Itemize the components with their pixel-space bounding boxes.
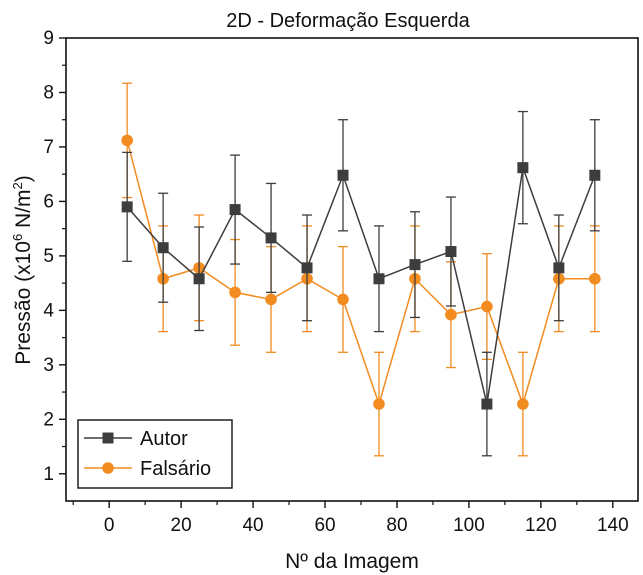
data-point xyxy=(589,169,601,181)
data-point xyxy=(553,262,565,274)
data-point xyxy=(517,162,529,174)
x-tick-label: 80 xyxy=(386,515,407,536)
x-axis: 0 20 40 60 80 100 120 140 xyxy=(72,501,629,536)
legend: Autor Falsário xyxy=(77,419,233,489)
series-layer xyxy=(121,82,601,457)
series-autor xyxy=(121,110,601,457)
data-point xyxy=(373,273,385,285)
data-point xyxy=(517,398,529,410)
legend-label: Falsário xyxy=(140,458,211,480)
data-point xyxy=(445,246,457,258)
y-tick-label: 5 xyxy=(43,246,54,267)
y-tick-label: 9 xyxy=(43,28,54,49)
data-point xyxy=(229,204,241,216)
x-tick-label: 60 xyxy=(314,515,335,536)
y-axis: 1 2 3 4 5 6 7 8 9 xyxy=(43,28,66,485)
series-line xyxy=(126,167,596,405)
legend-box xyxy=(77,419,233,489)
data-point xyxy=(481,300,493,313)
y-tick-label: 7 xyxy=(43,137,54,158)
data-point xyxy=(409,259,421,271)
data-point xyxy=(337,293,349,306)
legend-marker xyxy=(102,462,114,474)
x-tick-label: 100 xyxy=(453,515,485,536)
series-line xyxy=(126,140,595,407)
plot-frame xyxy=(65,37,639,502)
y-tick-label: 2 xyxy=(43,409,54,430)
chart-title: 2D - Deformação Esquerda xyxy=(226,10,470,32)
x-tick-label: 120 xyxy=(525,515,557,536)
x-tick-label: 40 xyxy=(242,515,263,536)
data-point xyxy=(193,273,205,285)
data-point xyxy=(157,242,169,254)
x-axis-label: Nº da Imagem xyxy=(285,550,419,573)
data-point xyxy=(265,293,277,306)
x-tick-label: 0 xyxy=(104,515,115,536)
data-point xyxy=(337,169,349,181)
y-tick-label: 4 xyxy=(43,300,54,321)
data-point xyxy=(301,262,313,274)
data-point xyxy=(445,308,457,321)
data-point xyxy=(121,201,133,213)
legend-marker xyxy=(102,432,114,444)
x-tick-label: 140 xyxy=(597,515,629,536)
y-tick-label: 8 xyxy=(43,82,54,103)
legend-label: Autor xyxy=(140,428,188,450)
series-falsario xyxy=(121,82,601,457)
y-tick-label: 1 xyxy=(43,464,54,485)
y-tick-label: 3 xyxy=(43,355,54,376)
y-axis-label: Pressão (x106 N/m2) xyxy=(10,175,35,365)
data-point xyxy=(229,286,241,299)
data-point xyxy=(481,398,493,410)
y-tick-label: 6 xyxy=(43,191,54,212)
x-tick-label: 20 xyxy=(171,515,192,536)
data-point xyxy=(373,398,385,410)
data-point xyxy=(265,232,277,244)
data-point xyxy=(121,134,133,147)
data-point xyxy=(589,272,601,285)
